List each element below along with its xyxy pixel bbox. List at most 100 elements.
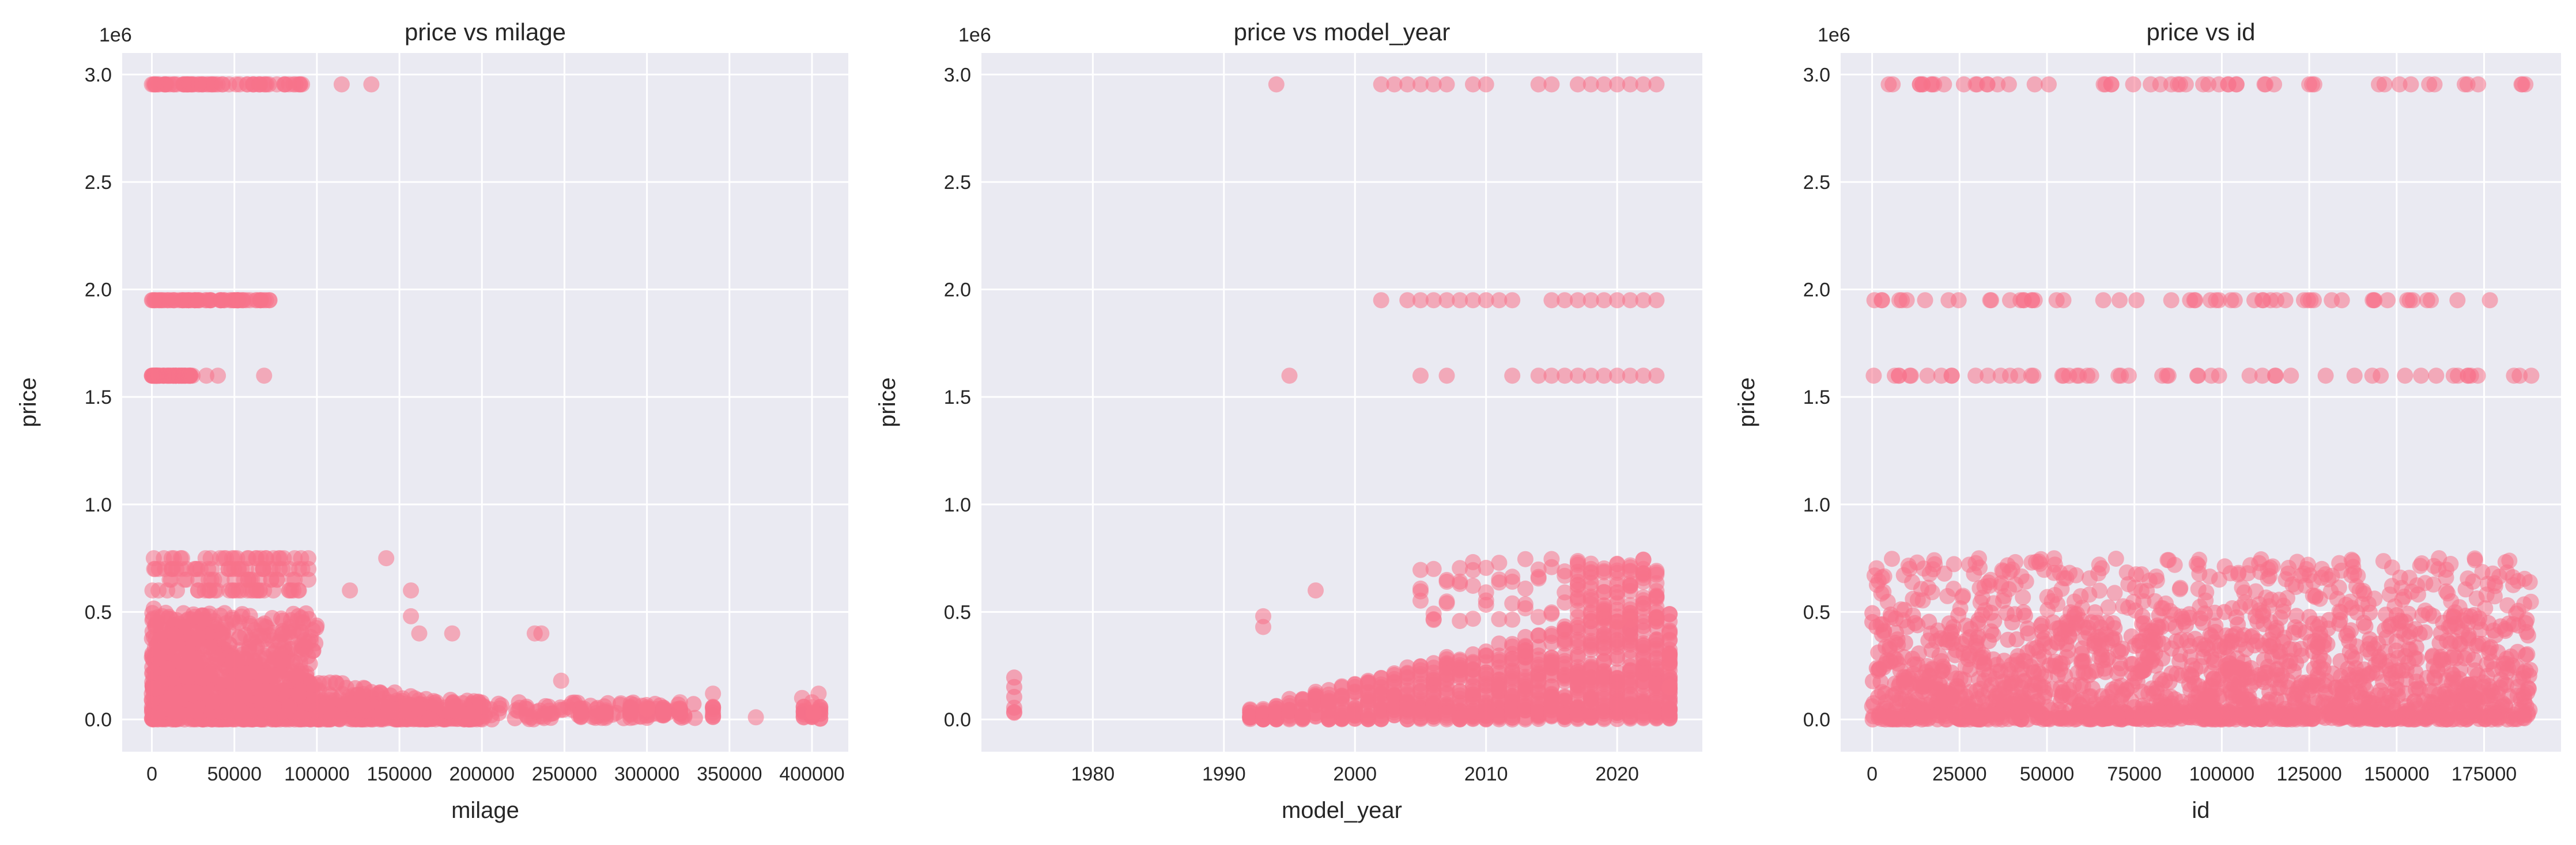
scatter-point (507, 710, 523, 726)
x-tick-label: 125000 (2276, 763, 2341, 785)
scatter-point (2181, 609, 2198, 626)
scatter-point (1465, 292, 1481, 309)
scatter-point (1478, 584, 1494, 601)
scatter-point (2493, 671, 2509, 688)
scatter-point (2271, 703, 2288, 720)
scatter-point (2022, 658, 2039, 675)
scatter-point (671, 694, 688, 711)
scatter-point (1360, 694, 1376, 710)
scatter-point (2473, 622, 2489, 638)
scatter-point (2152, 671, 2169, 688)
scatter-point (1582, 592, 1599, 609)
scatter-point (685, 696, 702, 713)
scatter-point (1635, 695, 1652, 712)
scatter-point (1864, 673, 1881, 689)
scatter-point (274, 560, 291, 577)
scatter-point (1569, 609, 1586, 626)
scatter-point (1635, 622, 1652, 639)
scatter-point (378, 550, 395, 567)
scatter-point (1425, 76, 1442, 93)
scatter-point (2286, 663, 2302, 680)
chart-title: price vs milage (405, 18, 566, 46)
scatter-point (1478, 76, 1494, 93)
scatter-point (1465, 697, 1481, 714)
scatter-point (175, 367, 192, 384)
x-tick-label: 2020 (1595, 763, 1639, 785)
y-offset-label: 1e6 (958, 24, 991, 46)
scatter-point (245, 679, 262, 696)
scatter-point (2174, 704, 2190, 721)
scatter-point (2004, 614, 2020, 631)
scatter-point (2222, 710, 2239, 727)
scatter-point (1557, 689, 1573, 706)
scatter-point (1911, 676, 1928, 692)
scatter-point (1582, 292, 1599, 309)
x-tick-label: 1980 (1071, 763, 1115, 785)
scatter-point (2016, 693, 2033, 709)
scatter-point (2418, 708, 2435, 725)
scatter-point (1452, 683, 1468, 700)
scatter-point (293, 550, 309, 567)
scatter-point (2451, 635, 2468, 652)
scatter-point (347, 680, 364, 696)
scatter-point (286, 571, 303, 588)
scatter-point (705, 699, 722, 716)
scatter-point (2261, 638, 2278, 654)
price-vs-model-year-panel: 1980 1990 2000 2010 20200.00.51.01.52.02.53.… (875, 18, 1702, 823)
scatter-point (1491, 665, 1508, 681)
scatter-point (1609, 681, 1626, 698)
scatter-point (1569, 638, 1586, 655)
scatter-point (2510, 617, 2526, 634)
x-tick-label: 2010 (1464, 763, 1508, 785)
chart-title: price vs model_year (1234, 18, 1451, 46)
scatter-point (1582, 574, 1599, 591)
scatter-point (1997, 688, 2014, 705)
scatter-point (2367, 656, 2384, 673)
scatter-point (1530, 76, 1547, 93)
scatter-point (2033, 617, 2049, 634)
scatter-point (1648, 292, 1665, 309)
scatter-point (2261, 684, 2277, 700)
scatter-point (1543, 628, 1560, 645)
scatter-point (1425, 696, 1442, 713)
scatter-point (1609, 711, 1626, 727)
scatter-point (190, 582, 207, 599)
scatter-point (157, 700, 174, 717)
scatter-point (2167, 619, 2184, 635)
scatter-point (1609, 367, 1626, 384)
scatter-point (1425, 292, 1442, 309)
scatter-point (1596, 653, 1612, 669)
y-axis-label: price (1734, 377, 1759, 427)
scatter-point (2094, 647, 2110, 664)
scatter-point (2197, 710, 2214, 727)
scatter-point (237, 665, 254, 682)
scatter-point (1478, 597, 1494, 613)
scatter-point (1622, 76, 1638, 93)
scatter-point (1569, 577, 1586, 593)
scatter-point (2084, 680, 2101, 697)
scatter-point (1557, 594, 1573, 611)
scatter-point (276, 629, 293, 646)
y-tick-label: 0.5 (944, 601, 971, 623)
scatter-point (1412, 683, 1429, 699)
y-tick-label: 1.0 (944, 494, 971, 516)
scatter-point (2450, 704, 2467, 721)
scatter-point (2112, 660, 2129, 677)
scatter-point (1452, 653, 1468, 669)
scatter-point (2310, 669, 2326, 686)
scatter-point (545, 705, 561, 722)
scatter-point (2333, 679, 2350, 695)
scatter-point (1596, 698, 1612, 714)
scatter-point (655, 701, 672, 718)
scatter-point (294, 76, 311, 93)
scatter-point (1873, 585, 1890, 602)
scatter-point (2074, 692, 2091, 708)
scatter-point (2309, 638, 2325, 655)
scatter-point (2297, 624, 2314, 641)
scatter-point (1255, 619, 1271, 635)
scatter-point (206, 613, 222, 630)
scatter-point (1517, 628, 1533, 645)
scatter-point (2383, 616, 2399, 633)
scatter-point (2243, 669, 2260, 686)
scatter-point (2073, 612, 2090, 628)
